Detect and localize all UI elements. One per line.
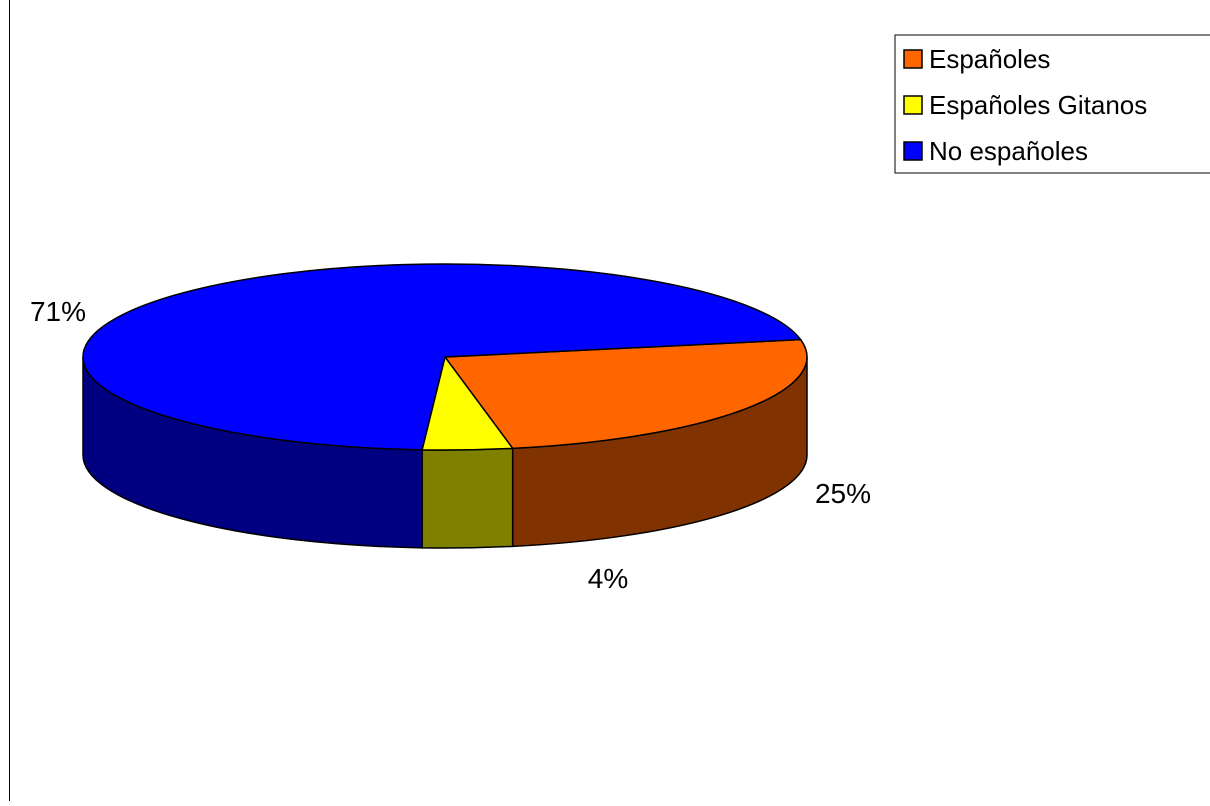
legend-swatch-espanoles (904, 50, 922, 68)
pie (83, 264, 807, 548)
legend-label-no-espanoles: No españoles (929, 136, 1088, 166)
data-label-espanoles-gitanos: 4% (588, 563, 628, 594)
pie-side-espanoles-gitanos (422, 448, 513, 548)
legend-label-espanoles: Españoles (929, 44, 1050, 74)
data-label-no-espanoles: 71% (30, 296, 86, 327)
legend: Españoles Españoles Gitanos No españoles (895, 35, 1210, 173)
legend-swatch-espanoles-gitanos (904, 96, 922, 114)
legend-label-espanoles-gitanos: Españoles Gitanos (929, 90, 1147, 120)
data-label-espanoles: 25% (815, 478, 871, 509)
legend-swatch-no-espanoles (904, 142, 922, 160)
